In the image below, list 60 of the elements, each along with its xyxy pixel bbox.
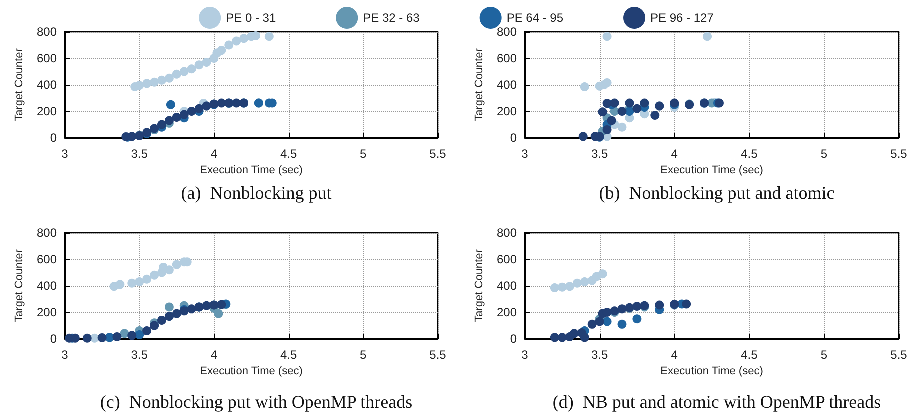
y-tick-label: 200 xyxy=(36,104,58,118)
x-axis-title: Execution Time (sec) xyxy=(200,365,303,378)
x-tick-label: 4 xyxy=(210,147,218,161)
y-tick-label: 200 xyxy=(496,104,518,118)
y-tick-label: 0 xyxy=(50,131,58,145)
y-tick-label: 800 xyxy=(36,226,58,240)
x-tick-label: 4.5 xyxy=(741,147,758,161)
y-tick-label: 400 xyxy=(36,78,58,92)
y-tick-label: 600 xyxy=(36,252,58,266)
y-tick-label: 0 xyxy=(50,332,58,346)
x-tick-label: 5.5 xyxy=(430,147,447,161)
y-tick-label: 200 xyxy=(496,306,518,320)
x-tick-label: 3.5 xyxy=(131,348,148,362)
y-axis-title: Target Counter xyxy=(14,48,26,122)
x-tick-label: 4 xyxy=(671,348,678,362)
text: (b) Nonblocking put and atomic xyxy=(599,183,835,203)
x-tick-label: 3.5 xyxy=(131,147,148,161)
x-tick-label: 5 xyxy=(820,348,828,362)
y-tick-label: 0 xyxy=(510,131,518,145)
x-tick-label: 3 xyxy=(522,348,529,362)
x-tick-label: 4 xyxy=(671,147,678,161)
x-tick-label: 3.5 xyxy=(591,348,608,362)
legend-label: PE 64 - 95 xyxy=(506,11,564,25)
y-axis-title: Target Counter xyxy=(474,48,486,122)
text: (a) Nonblocking put xyxy=(181,183,332,203)
y-tick-label: 400 xyxy=(496,78,518,92)
x-tick-label: 3 xyxy=(522,147,529,161)
x-axis-title: Execution Time (sec) xyxy=(200,164,303,176)
y-axis-title: Target Counter xyxy=(14,249,26,322)
y-tick-label: 400 xyxy=(496,279,518,293)
y-tick-label: 800 xyxy=(496,25,518,39)
x-tick-label: 3 xyxy=(62,147,69,161)
x-tick-label: 4.5 xyxy=(280,348,298,362)
x-tick-label: 3 xyxy=(62,348,69,362)
x-tick-label: 5 xyxy=(360,348,368,362)
x-tick-label: 4 xyxy=(210,348,218,362)
y-tick-label: 600 xyxy=(36,52,58,66)
y-tick-label: 200 xyxy=(36,306,58,320)
y-tick-label: 600 xyxy=(496,52,518,66)
x-tick-label: 5 xyxy=(360,147,368,161)
x-tick-label: 5.5 xyxy=(890,147,908,161)
y-axis-title: Target Counter xyxy=(474,249,486,322)
legend-label: PE 96 - 127 xyxy=(650,11,714,25)
x-axis-title: Execution Time (sec) xyxy=(660,164,764,176)
x-tick-label: 4.5 xyxy=(741,348,758,362)
y-tick-label: 800 xyxy=(496,226,518,240)
y-tick-label: 0 xyxy=(510,332,518,346)
x-axis-title: Execution Time (sec) xyxy=(660,365,764,378)
y-tick-label: 800 xyxy=(36,25,58,39)
x-tick-label: 5.5 xyxy=(890,348,908,362)
x-tick-label: 4.5 xyxy=(280,147,298,161)
text: (c) Nonblocking put with OpenMP threads xyxy=(100,392,413,412)
y-tick-label: 400 xyxy=(36,279,58,293)
x-tick-label: 5.5 xyxy=(430,348,447,362)
x-tick-label: 3.5 xyxy=(591,147,608,161)
text: (d) NB put and atomic with OpenMP threads xyxy=(552,392,882,412)
legend-label: PE 0 - 31 xyxy=(226,11,276,25)
y-tick-label: 600 xyxy=(496,252,518,266)
x-tick-label: 5 xyxy=(820,147,828,161)
legend-label: PE 32 - 63 xyxy=(363,11,420,25)
